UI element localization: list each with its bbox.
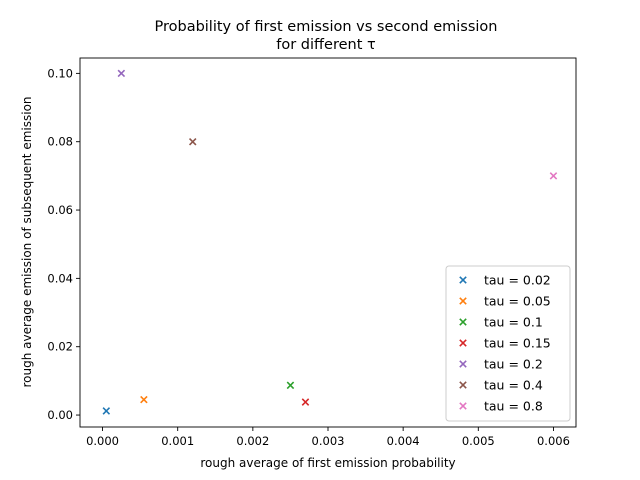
y-tick: 0.04 (47, 271, 80, 285)
x-tick: 0.004 (387, 427, 420, 448)
y-tick: 0.10 (47, 66, 80, 80)
legend-label: tau = 0.15 (484, 336, 551, 351)
x-tick-label: 0.003 (312, 434, 345, 448)
x-tick: 0.002 (236, 427, 269, 448)
x-tick-label: 0.004 (387, 434, 420, 448)
x-tick-label: 0.002 (236, 434, 269, 448)
legend-marker (459, 339, 467, 347)
data-point-tau-0-02 (102, 407, 111, 415)
legend-entry: tau = 0.2 (459, 357, 543, 372)
x-tick: 0.000 (86, 427, 119, 448)
y-tick: 0.08 (47, 135, 80, 149)
data-point-tau-0-15 (301, 398, 310, 406)
x-tick: 0.001 (161, 427, 194, 448)
y-tick-label: 0.00 (47, 408, 73, 422)
x-tick: 0.003 (312, 427, 345, 448)
legend-marker (459, 276, 467, 284)
y-tick: 0.02 (47, 340, 80, 354)
y-tick: 0.06 (47, 203, 80, 217)
legend-marker (459, 318, 467, 326)
legend-entry: tau = 0.8 (459, 399, 543, 414)
data-point-tau-0-05 (140, 395, 148, 404)
y-axis-label: rough average emission of subsequent emi… (20, 96, 34, 387)
x-tick-label: 0.005 (462, 434, 495, 448)
legend-label: tau = 0.1 (484, 315, 543, 330)
legend-entry: tau = 0.05 (459, 294, 551, 309)
y-tick-label: 0.06 (47, 203, 73, 217)
y-axis-ticks: 0.00 0.02 0.04 0.06 0.08 0.10 (47, 66, 80, 422)
legend-box (445, 265, 571, 422)
data-point-tau-0-1 (286, 381, 295, 390)
legend-marker (459, 402, 467, 410)
x-axis-label: rough average of first emission probabil… (200, 456, 455, 470)
data-point-tau-0-2 (117, 69, 126, 78)
x-tick-label: 0.001 (161, 434, 194, 448)
legend-marker (459, 297, 467, 305)
chart-title-line2: for different τ (276, 37, 376, 53)
y-tick-label: 0.04 (47, 271, 73, 285)
legend-label: tau = 0.8 (484, 399, 543, 414)
legend-label: tau = 0.02 (484, 273, 551, 288)
x-tick: 0.005 (462, 427, 495, 448)
x-tick-label: 0.006 (537, 434, 570, 448)
y-tick-label: 0.02 (47, 340, 73, 354)
legend-label: tau = 0.4 (484, 378, 543, 393)
x-tick: 0.006 (537, 427, 570, 448)
legend-entry: tau = 0.1 (459, 315, 543, 330)
x-axis-ticks: 0.000 0.001 0.002 0.003 0.004 0.005 0.006 (86, 427, 570, 448)
data-point-tau-0-8 (549, 172, 558, 180)
legend-label: tau = 0.2 (484, 357, 543, 372)
y-tick: 0.00 (47, 408, 80, 422)
legend-marker (459, 381, 467, 389)
legend-marker (459, 360, 467, 368)
x-tick-label: 0.000 (86, 434, 119, 448)
chart-title-line1: Probability of first emission vs second … (154, 19, 497, 35)
legend-entry: tau = 0.02 (459, 273, 551, 288)
legend-entry: tau = 0.4 (459, 378, 543, 393)
y-tick-label: 0.08 (47, 135, 73, 149)
data-point-tau-0-4 (188, 137, 197, 146)
legend-entry: tau = 0.15 (459, 336, 551, 351)
data-points (102, 69, 558, 415)
legend: tau = 0.02 tau = 0.05 tau = 0.1 tau = 0.15 t… (445, 265, 571, 422)
legend-label: tau = 0.05 (484, 294, 551, 309)
y-tick-label: 0.10 (47, 66, 73, 80)
